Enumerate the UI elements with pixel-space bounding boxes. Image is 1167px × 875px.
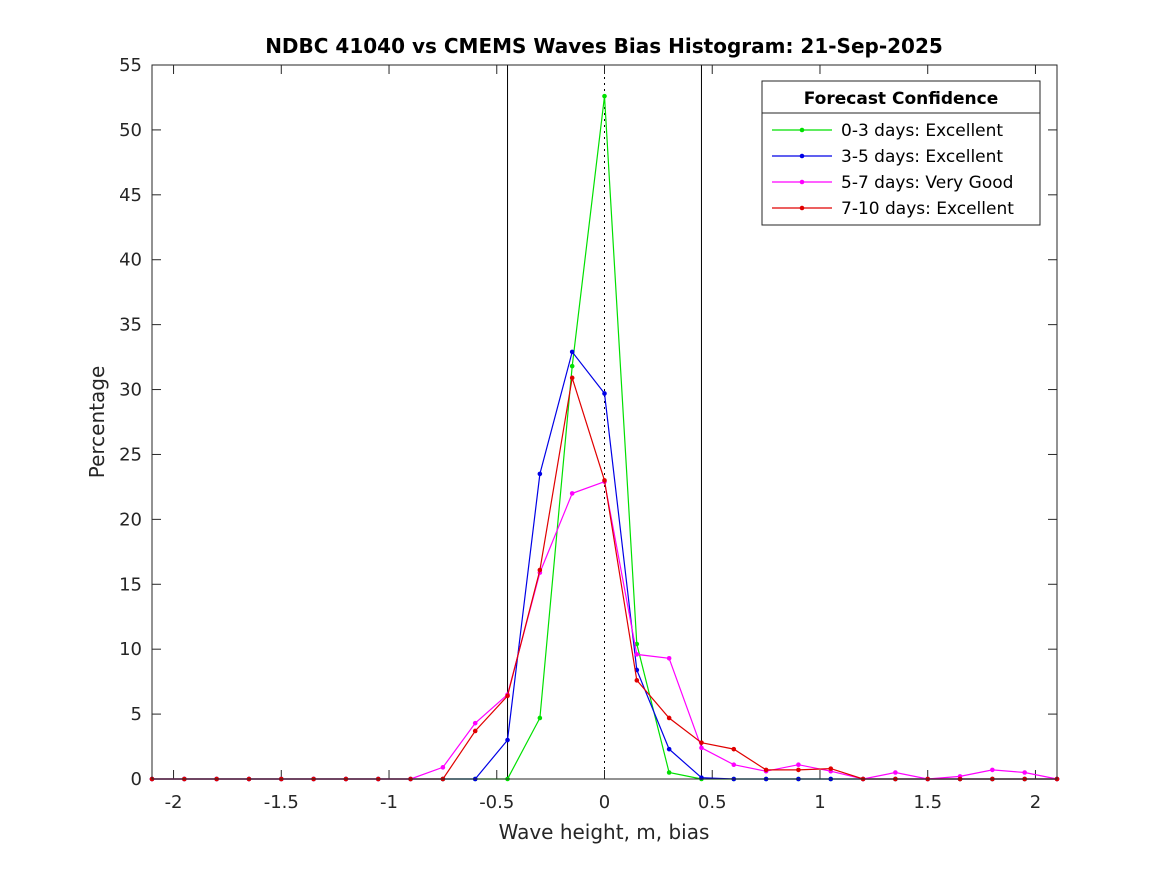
- legend-title: Forecast Confidence: [804, 89, 999, 109]
- y-tick-label: 30: [119, 380, 142, 401]
- data-point: [472, 720, 478, 726]
- data-point: [537, 715, 543, 721]
- x-tick-label: -0.5: [479, 792, 514, 813]
- data-point: [569, 363, 575, 369]
- data-point: [828, 766, 834, 771]
- data-point: [440, 765, 446, 770]
- x-tick-label: 0.5: [698, 792, 727, 813]
- data-point: [666, 715, 672, 721]
- x-tick-label: 0: [599, 792, 610, 813]
- y-tick-label: 40: [119, 250, 142, 271]
- y-tick-label: 20: [119, 509, 142, 530]
- data-point: [666, 746, 672, 752]
- reference-lines: [507, 65, 702, 779]
- data-point: [1022, 770, 1027, 775]
- data-point: [602, 391, 607, 396]
- y-tick-label: 5: [131, 704, 142, 725]
- x-tick-label: -1.5: [264, 792, 299, 813]
- x-tick-labels: -2 -1.5 -1 -0.5 0 0.5 1 1.5 2: [165, 792, 1042, 813]
- legend-label: 7-10 days: Excellent: [841, 199, 1014, 219]
- data-point: [699, 740, 704, 745]
- data-point: [634, 678, 640, 683]
- x-tick-label: 1.5: [913, 792, 942, 813]
- x-tick-label: -2: [165, 792, 183, 813]
- data-point: [505, 737, 510, 743]
- x-axis-label: Wave height, m, bias: [499, 820, 710, 844]
- data-point: [796, 767, 801, 773]
- legend-box: [761, 80, 1041, 226]
- y-tick-label: 35: [119, 315, 142, 336]
- data-point: [763, 767, 769, 773]
- data-point: [699, 745, 704, 751]
- data-point: [472, 728, 478, 734]
- y-tick-label: 55: [119, 55, 142, 76]
- data-point: [634, 652, 640, 657]
- data-point: [731, 762, 737, 768]
- legend-label: 3-5 days: Excellent: [841, 147, 1003, 167]
- x-tick-label: 2: [1030, 792, 1041, 813]
- data-point: [569, 491, 575, 496]
- data-point: [666, 770, 672, 775]
- legend-swatch-marker: [799, 153, 805, 159]
- data-point: [990, 767, 995, 773]
- data-point: [569, 349, 575, 355]
- plot-frame: [151, 64, 1058, 780]
- y-tick-label: 25: [119, 444, 142, 465]
- legend-label: 0-3 days: Excellent: [841, 121, 1003, 141]
- legend-label: 5-7 days: Very Good: [841, 173, 1013, 193]
- legend-swatch-marker: [799, 127, 805, 133]
- legend-entries: 0-3 days: Excellent 3-5 days: Excellent 5-…: [772, 121, 1014, 219]
- y-tick-label: 0: [131, 769, 142, 790]
- data-point: [569, 375, 575, 381]
- y-tick-label: 50: [119, 120, 142, 141]
- y-tick-labels: 0 5 10 15 20 25 30 35 40 45 50 55: [119, 55, 142, 790]
- x-tick-label: 1: [814, 792, 825, 813]
- data-point: [602, 478, 607, 483]
- legend-swatch-marker: [799, 179, 805, 185]
- data-point: [537, 471, 543, 477]
- axis-ticks: [152, 64, 1057, 780]
- data-point: [666, 655, 672, 661]
- y-tick-label: 10: [119, 639, 142, 660]
- data-point: [537, 567, 543, 573]
- x-tick-label: -1: [380, 792, 398, 813]
- data-point: [796, 762, 801, 768]
- data-point: [602, 93, 607, 99]
- y-tick-label: 45: [119, 185, 142, 206]
- y-tick-label: 15: [119, 574, 142, 595]
- legend: Forecast Confidence 0-3 days: Excellent 3…: [761, 80, 1041, 226]
- data-point: [505, 693, 510, 699]
- data-point: [893, 770, 898, 775]
- legend-swatch-marker: [799, 205, 805, 211]
- data-point: [731, 746, 737, 752]
- y-axis-label: Percentage: [85, 366, 109, 479]
- chart-title: NDBC 41040 vs CMEMS Waves Bias Histogram…: [265, 34, 943, 58]
